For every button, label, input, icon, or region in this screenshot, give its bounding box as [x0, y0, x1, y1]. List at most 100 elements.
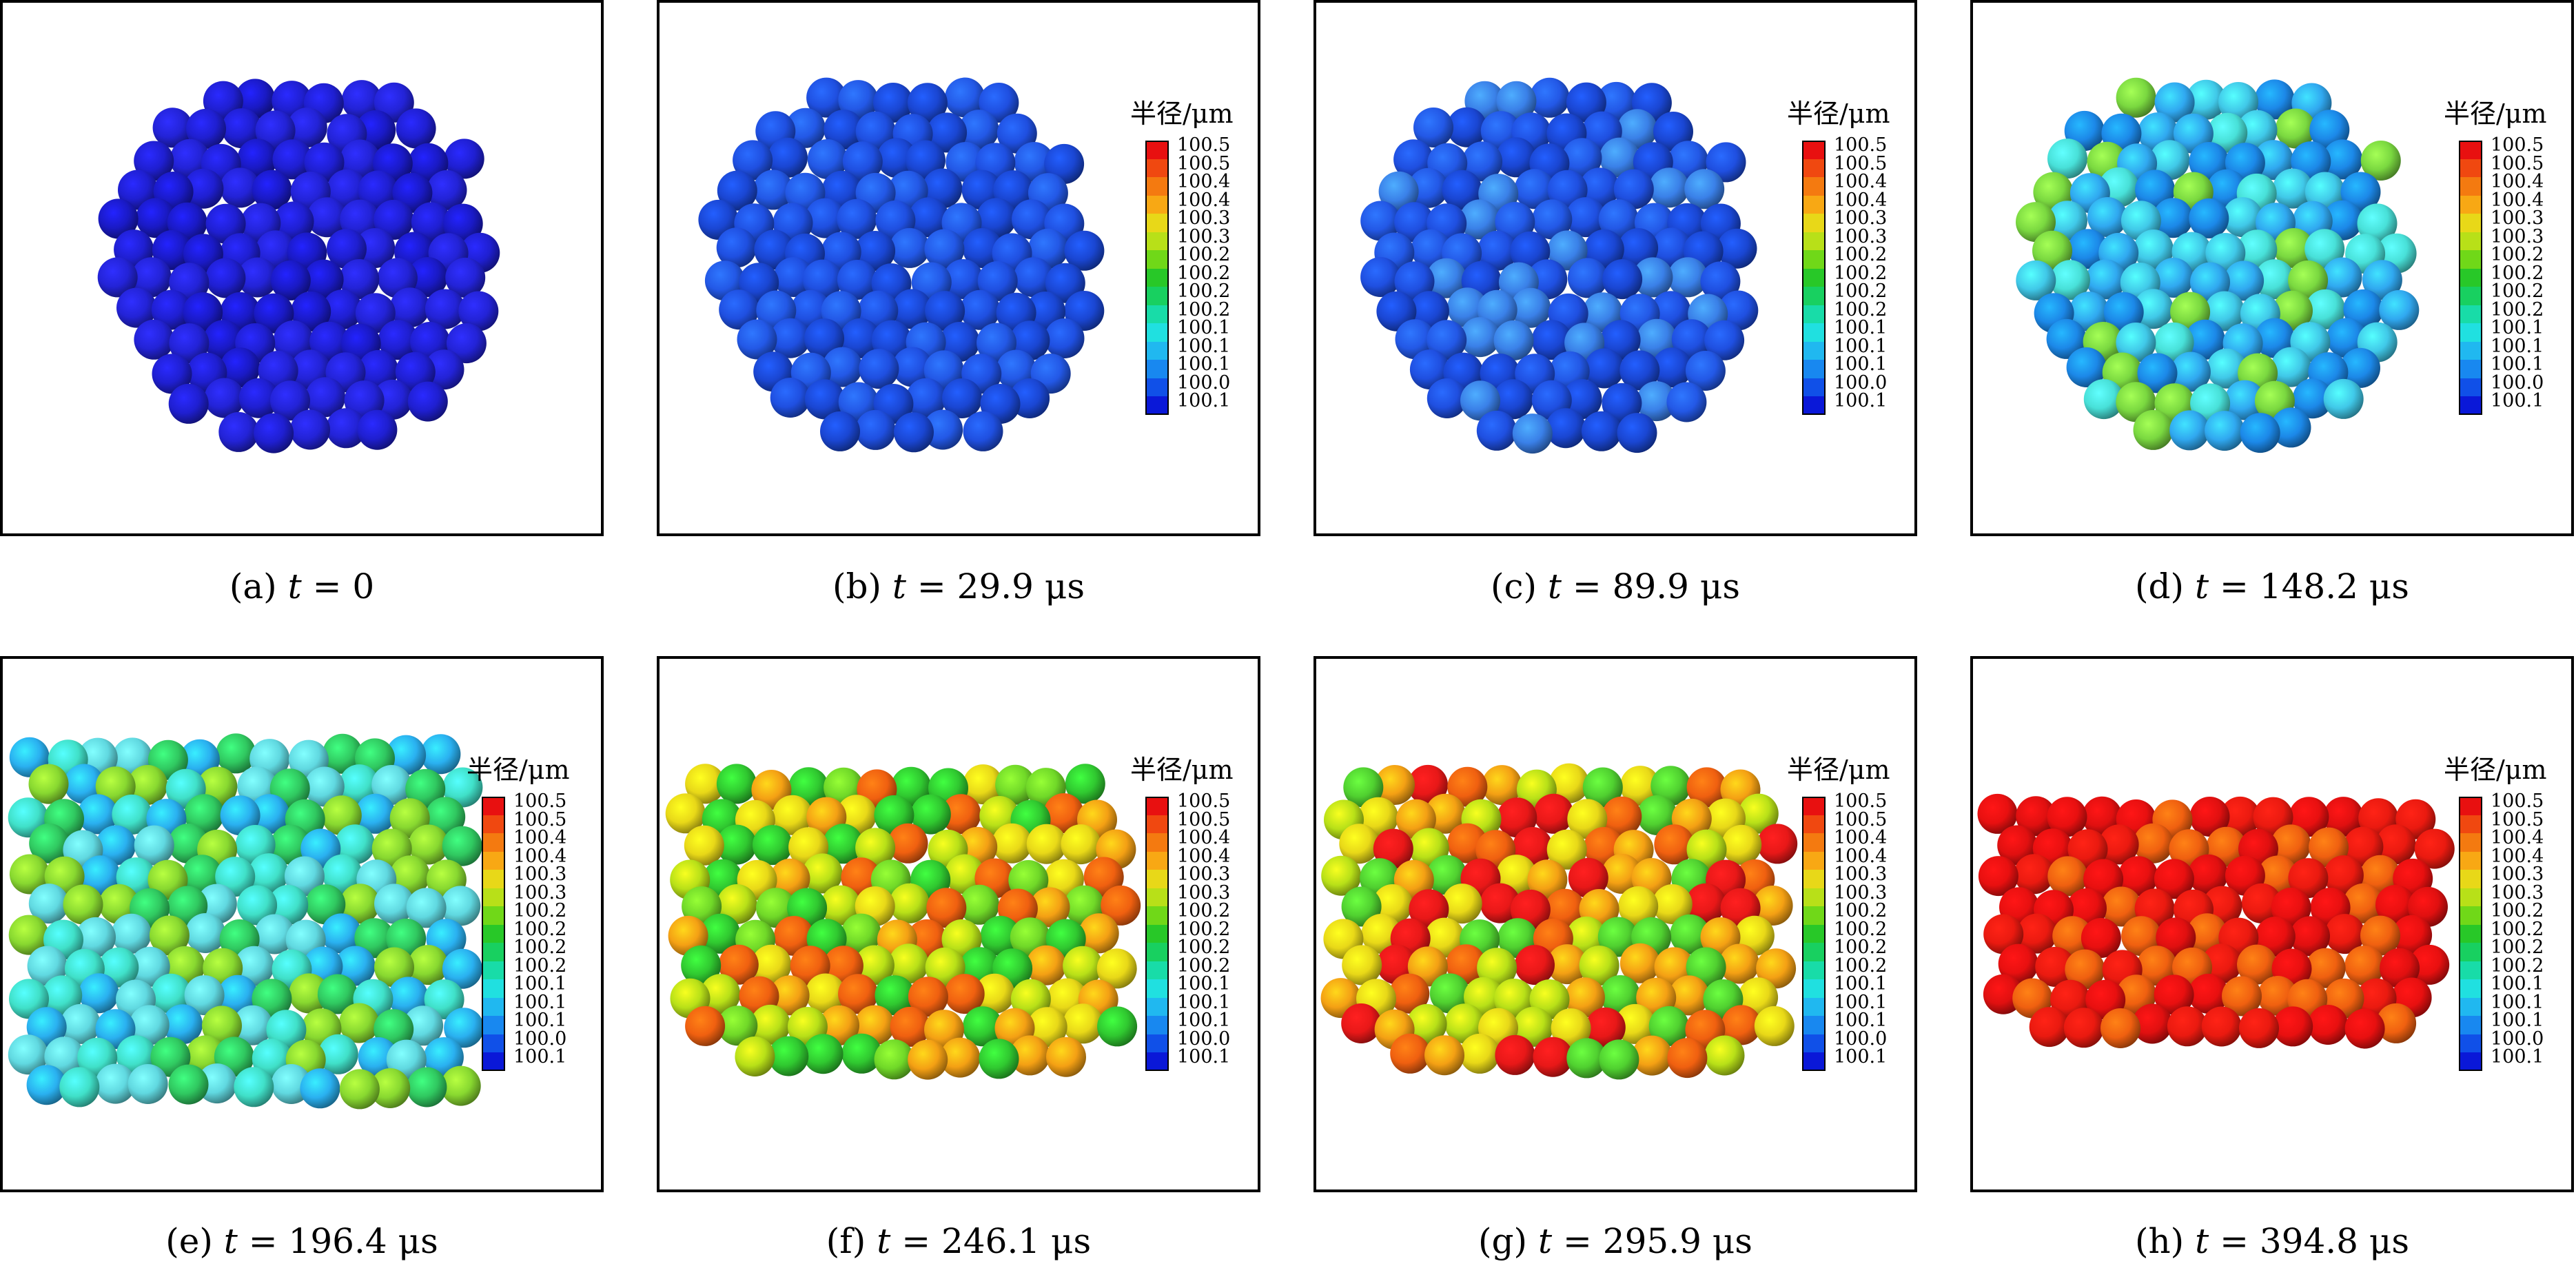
particle	[186, 108, 226, 149]
colorbar-tick-label: 100.3	[2491, 207, 2544, 229]
colorbar-swatch	[1145, 833, 1169, 852]
particle	[8, 1034, 48, 1075]
caption-f: (f) t = 246.1 μs	[826, 1221, 1092, 1261]
particle	[892, 347, 933, 387]
particle	[926, 888, 967, 928]
particle	[1648, 1005, 1689, 1046]
particle	[841, 1033, 882, 1074]
particle	[218, 411, 259, 452]
particle	[820, 885, 861, 926]
particle	[1063, 1003, 1103, 1044]
colorbar-tick-label: 100.5	[2491, 152, 2544, 174]
particle	[1721, 1005, 1761, 1045]
particle	[2081, 918, 2121, 958]
particle	[1460, 1033, 1500, 1074]
colorbar-swatch	[482, 961, 505, 979]
particle-cluster-a	[97, 79, 500, 453]
particle	[1360, 257, 1401, 297]
particle	[1447, 766, 1488, 807]
particle	[374, 199, 414, 240]
colorbar-tick-label: 100.2	[1177, 244, 1231, 265]
particle-cluster-g	[1320, 763, 1798, 1080]
colorbar-tick-label: 100.4	[1177, 189, 1231, 211]
colorbar-title: 半径/μm	[1787, 755, 1890, 785]
colorbar-swatch	[2459, 815, 2482, 833]
colorbar-tick-label: 100.2	[2491, 298, 2544, 320]
particle	[445, 257, 486, 298]
particle	[1408, 764, 1448, 805]
colorbar-tick-label: 100.2	[2491, 900, 2544, 921]
particle	[1515, 945, 1555, 986]
colorbar-swatch	[2459, 888, 2482, 906]
colorbar-swatch	[2459, 214, 2482, 232]
particle	[1700, 261, 1741, 302]
colorbar-tick-label: 100.1	[1177, 1010, 1231, 1031]
particle	[169, 323, 209, 364]
particle	[2375, 885, 2415, 925]
particle	[1978, 856, 2018, 897]
particle	[1495, 202, 1535, 242]
colorbar-tick-label: 100.4	[1177, 827, 1231, 848]
particle	[1321, 855, 1362, 896]
particle	[2409, 944, 2450, 985]
particle	[1390, 1033, 1431, 1074]
particle	[2032, 230, 2072, 271]
caption-g: (g) t = 295.9 μs	[1478, 1221, 1752, 1261]
particle	[2273, 228, 2314, 268]
particle	[378, 320, 418, 360]
particle	[1494, 979, 1534, 1019]
particle	[151, 289, 192, 330]
colorbar-swatch	[2459, 870, 2482, 888]
particle	[2323, 797, 2364, 837]
particle	[1718, 290, 1759, 331]
colorbar-swatch	[2459, 1034, 2482, 1052]
colorbar-swatch	[2459, 305, 2482, 323]
particle	[2271, 824, 2311, 865]
colorbar-swatch	[2459, 159, 2482, 177]
particle	[96, 825, 136, 866]
particle	[945, 854, 985, 895]
particle	[1721, 824, 1762, 865]
particle	[1686, 829, 1727, 870]
particle	[888, 823, 928, 864]
particle	[2035, 946, 2076, 987]
colorbar-tick-label: 100.1	[2491, 1046, 2544, 1068]
particle	[183, 292, 223, 333]
particle	[2258, 976, 2298, 1016]
particle	[1476, 410, 1517, 451]
particle	[372, 379, 413, 420]
particle	[232, 1005, 273, 1045]
particle	[2224, 261, 2265, 301]
particle	[321, 913, 362, 954]
particle	[925, 291, 965, 331]
particle	[357, 409, 398, 450]
particle	[1547, 944, 1588, 985]
particle	[355, 793, 396, 834]
particle	[2065, 949, 2105, 990]
colorbar-swatch	[1802, 851, 1826, 870]
particle	[76, 917, 116, 957]
particle	[1026, 945, 1066, 986]
particle	[1493, 379, 1533, 420]
particle	[1564, 977, 1605, 1018]
colorbar-tick-label: 100.1	[513, 991, 567, 1013]
particle	[1585, 1007, 1626, 1048]
particle	[1424, 917, 1465, 958]
colorbar-swatch	[482, 924, 505, 943]
colorbar-tick-label: 100.2	[513, 900, 567, 921]
colorbar	[1145, 797, 1169, 1071]
colorbar-tick-label: 100.1	[2491, 335, 2544, 357]
particle	[2153, 198, 2194, 238]
particle	[1651, 227, 1692, 268]
colorbar-tick-label: 100.3	[1834, 207, 1888, 229]
particle	[807, 139, 848, 179]
colorbar-swatch	[2459, 797, 2482, 815]
colorbar-tick-label: 100.1	[1177, 991, 1231, 1013]
colorbar-swatch	[2459, 833, 2482, 852]
colorbar-swatch	[1145, 924, 1169, 943]
particle	[1375, 765, 1415, 805]
colorbar-tick-label: 100.4	[1177, 171, 1231, 192]
panel-f: 半径/μm 100.5 100.5 100.4 100.4 100.3 100.3 100.2…	[657, 656, 1260, 1192]
particle	[2305, 948, 2346, 988]
particle	[959, 884, 999, 925]
